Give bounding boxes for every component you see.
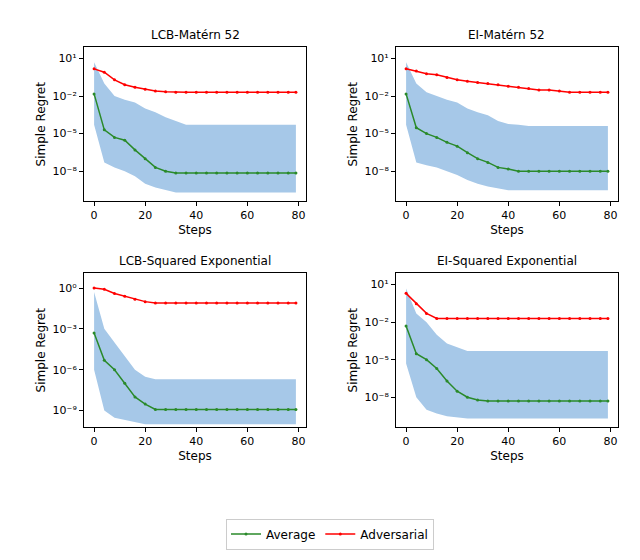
svg-text:0: 0 (91, 435, 98, 448)
svg-text:Simple Regret: Simple Regret (34, 82, 48, 167)
svg-text:10¹: 10¹ (370, 278, 388, 291)
svg-text:Steps: Steps (490, 449, 524, 463)
svg-text:EI-Matérn 52: EI-Matérn 52 (468, 28, 545, 42)
svg-text:10⁻⁸: 10⁻⁸ (53, 165, 78, 178)
svg-text:20: 20 (138, 435, 152, 448)
svg-text:LCB-Matérn 52: LCB-Matérn 52 (151, 28, 240, 42)
svg-text:10⁰: 10⁰ (58, 282, 77, 295)
svg-text:Simple Regret: Simple Regret (34, 308, 48, 393)
svg-text:80: 80 (603, 209, 617, 222)
svg-text:80: 80 (603, 435, 617, 448)
svg-text:Simple Regret: Simple Regret (346, 308, 360, 393)
svg-text:10⁻⁹: 10⁻⁹ (53, 404, 77, 417)
svg-text:60: 60 (552, 209, 566, 222)
svg-text:LCB-Squared Exponential: LCB-Squared Exponential (119, 254, 271, 268)
svg-text:10⁻²: 10⁻² (365, 316, 389, 329)
svg-text:Adversarial: Adversarial (360, 528, 428, 542)
svg-text:60: 60 (240, 435, 254, 448)
svg-text:0: 0 (91, 209, 98, 222)
svg-text:40: 40 (189, 209, 203, 222)
svg-text:20: 20 (450, 209, 464, 222)
svg-text:10⁻⁵: 10⁻⁵ (53, 127, 77, 140)
svg-text:80: 80 (291, 209, 305, 222)
svg-text:10⁻⁸: 10⁻⁸ (365, 165, 390, 178)
svg-text:Steps: Steps (178, 223, 212, 237)
svg-text:10⁻²: 10⁻² (53, 90, 77, 103)
svg-text:0: 0 (403, 209, 410, 222)
svg-text:EI-Squared Exponential: EI-Squared Exponential (437, 254, 577, 268)
svg-text:40: 40 (501, 435, 515, 448)
svg-text:10⁻²: 10⁻² (365, 90, 389, 103)
svg-text:40: 40 (189, 435, 203, 448)
svg-text:10¹: 10¹ (58, 52, 76, 65)
svg-text:10¹: 10¹ (370, 52, 388, 65)
svg-text:60: 60 (240, 209, 254, 222)
svg-text:Average: Average (266, 528, 315, 542)
svg-text:10⁻⁸: 10⁻⁸ (365, 391, 390, 404)
svg-text:10⁻⁵: 10⁻⁵ (365, 127, 389, 140)
svg-text:10⁻⁶: 10⁻⁶ (53, 364, 78, 377)
svg-text:0: 0 (403, 435, 410, 448)
svg-text:20: 20 (450, 435, 464, 448)
svg-text:10⁻³: 10⁻³ (53, 323, 77, 336)
svg-text:20: 20 (138, 209, 152, 222)
svg-text:Simple Regret: Simple Regret (346, 82, 360, 167)
svg-text:60: 60 (552, 435, 566, 448)
svg-text:Steps: Steps (490, 223, 524, 237)
svg-text:Steps: Steps (178, 449, 212, 463)
svg-text:10⁻⁵: 10⁻⁵ (365, 354, 389, 367)
svg-text:80: 80 (291, 435, 305, 448)
svg-text:40: 40 (501, 209, 515, 222)
